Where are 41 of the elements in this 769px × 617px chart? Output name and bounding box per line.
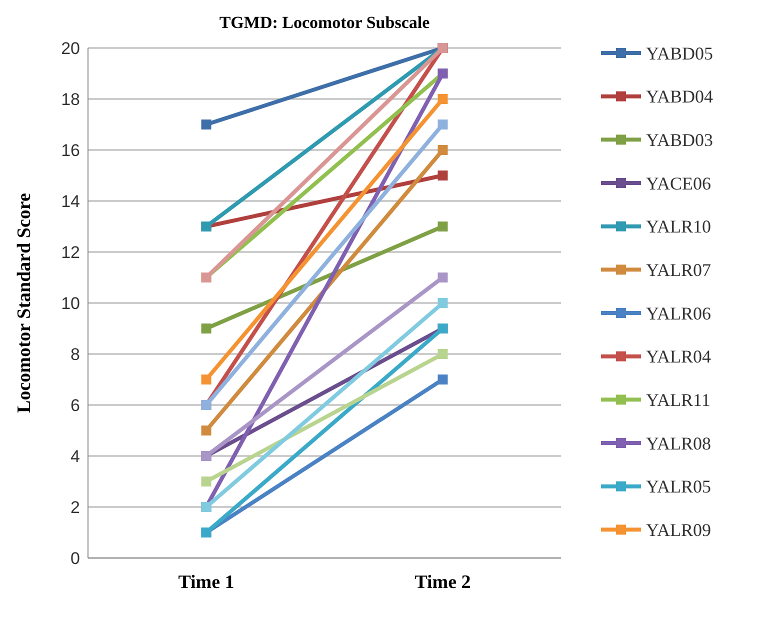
point bbox=[438, 120, 448, 130]
point bbox=[438, 145, 448, 155]
y-tick-label: 8 bbox=[70, 344, 80, 364]
chart-title: TGMD: Locomotor Subscale bbox=[219, 13, 430, 32]
y-tick-label: 0 bbox=[70, 548, 80, 568]
legend-label: YABD04 bbox=[646, 86, 714, 107]
y-tick-label: 2 bbox=[70, 498, 80, 517]
legend-label: YALR04 bbox=[646, 346, 712, 367]
y-tick-label: 16 bbox=[61, 140, 80, 160]
point bbox=[438, 374, 448, 384]
legend-label: YALR10 bbox=[646, 216, 712, 237]
point bbox=[438, 222, 448, 232]
point bbox=[438, 349, 448, 359]
point bbox=[201, 426, 212, 436]
y-tick-label: 6 bbox=[70, 396, 80, 415]
y-axis-title: Locomotor Standard Score bbox=[14, 193, 35, 413]
legend-label: YALR05 bbox=[646, 476, 712, 497]
point bbox=[201, 324, 212, 334]
x-tick-label: Time 2 bbox=[414, 572, 471, 593]
legend-label: YABD05 bbox=[646, 43, 714, 64]
legend-label: YALR06 bbox=[646, 303, 712, 324]
legend-label: YALR07 bbox=[646, 260, 712, 280]
legend-label: YABD03 bbox=[646, 130, 714, 150]
legend-label: YACE06 bbox=[646, 173, 712, 194]
y-tick-label: 20 bbox=[61, 38, 80, 58]
legend-label: YALR11 bbox=[646, 390, 710, 410]
legend-label: YALR08 bbox=[646, 433, 712, 454]
y-tick-label: 14 bbox=[61, 192, 80, 211]
point bbox=[438, 170, 448, 180]
point bbox=[201, 374, 212, 384]
y-tick-label: 18 bbox=[61, 90, 80, 109]
point bbox=[201, 476, 212, 486]
point bbox=[438, 272, 448, 282]
point bbox=[438, 94, 448, 104]
y-tick-label: 4 bbox=[70, 446, 80, 466]
legend-label: YALR09 bbox=[646, 520, 712, 540]
point bbox=[201, 120, 212, 130]
x-tick-label: Time 1 bbox=[178, 572, 234, 593]
point bbox=[438, 298, 448, 308]
y-tick-label: 10 bbox=[61, 294, 80, 313]
y-tick-label: 12 bbox=[61, 242, 80, 262]
